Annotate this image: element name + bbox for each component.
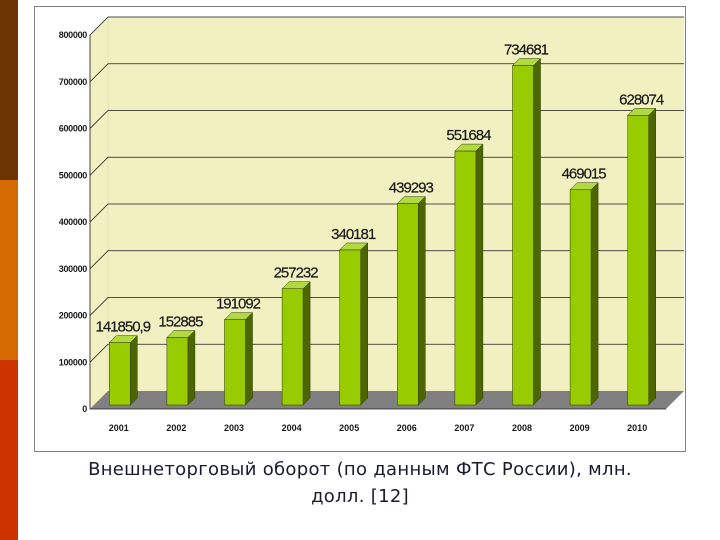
accent-segment-orange: [0, 180, 18, 360]
gridline: [89, 63, 684, 83]
bar-side: [648, 107, 656, 406]
x-tick-label: 2001: [109, 423, 129, 433]
bar-side: [418, 196, 426, 406]
y-tick-label: 700000: [59, 77, 88, 87]
x-tick-label: 2010: [627, 423, 647, 433]
y-tick-label: 200000: [59, 311, 88, 321]
bar-side: [245, 312, 253, 406]
y-tick-label: 300000: [59, 264, 88, 274]
data-label: 469015: [562, 166, 607, 183]
data-label: 628074: [619, 91, 664, 108]
y-tick-label: 400000: [59, 217, 88, 227]
x-tick-label: 2006: [397, 423, 417, 433]
accent-segment-red: [0, 360, 18, 540]
x-tick-label: 2005: [339, 423, 359, 433]
slide-caption: Внешнеторговый оборот (по данным ФТС Рос…: [30, 456, 690, 510]
bar: [397, 203, 419, 406]
x-tick-label: 2002: [166, 423, 186, 433]
accent-segment-dark: [0, 0, 18, 180]
caption-line-2: долл. [12]: [311, 486, 409, 507]
bar: [224, 319, 246, 406]
bar-side: [475, 143, 484, 406]
bar: [627, 115, 649, 406]
data-label: 141850,9: [96, 319, 151, 336]
gridline: [89, 16, 684, 36]
data-label: 439293: [389, 180, 434, 197]
data-label: 551684: [446, 127, 491, 144]
x-tick-label: 2003: [224, 423, 244, 433]
gridline: [89, 203, 684, 223]
left-accent-strip: [0, 0, 18, 540]
y-tick-label: 800000: [59, 30, 88, 40]
gridline: [89, 297, 684, 316]
gridline: [89, 110, 684, 129]
x-tick-label: 2008: [512, 423, 532, 433]
y-tick-label: 100000: [59, 357, 88, 367]
bar: [512, 65, 534, 406]
data-label: 152885: [158, 314, 203, 331]
data-label: 734681: [504, 42, 549, 59]
bar-side: [302, 281, 311, 406]
bar-side: [360, 242, 368, 406]
gridline: [89, 250, 684, 270]
bar: [109, 342, 131, 406]
y-tick-label: 0: [82, 404, 87, 414]
x-tick-label: 2009: [570, 423, 590, 433]
bar-side: [187, 329, 196, 406]
gridline: [89, 343, 684, 363]
bar: [281, 288, 304, 406]
gridline: [89, 156, 684, 176]
bar: [569, 189, 592, 406]
data-label: 191092: [216, 296, 261, 313]
x-tick-label: 2004: [282, 423, 302, 433]
y-tick-label: 500000: [59, 170, 88, 180]
bar: [166, 337, 189, 406]
bar: [339, 249, 361, 406]
bar-side: [590, 182, 599, 406]
y-tick-label: 600000: [59, 124, 88, 134]
data-label: 340181: [331, 226, 376, 243]
x-tick-label: 2007: [454, 423, 474, 433]
bar-side: [533, 57, 541, 406]
caption-line-1: Внешнеторговый оборот (по данным ФТС Рос…: [88, 459, 632, 480]
bar: [454, 150, 477, 406]
data-label: 257232: [274, 265, 319, 282]
bar-side: [130, 335, 138, 406]
